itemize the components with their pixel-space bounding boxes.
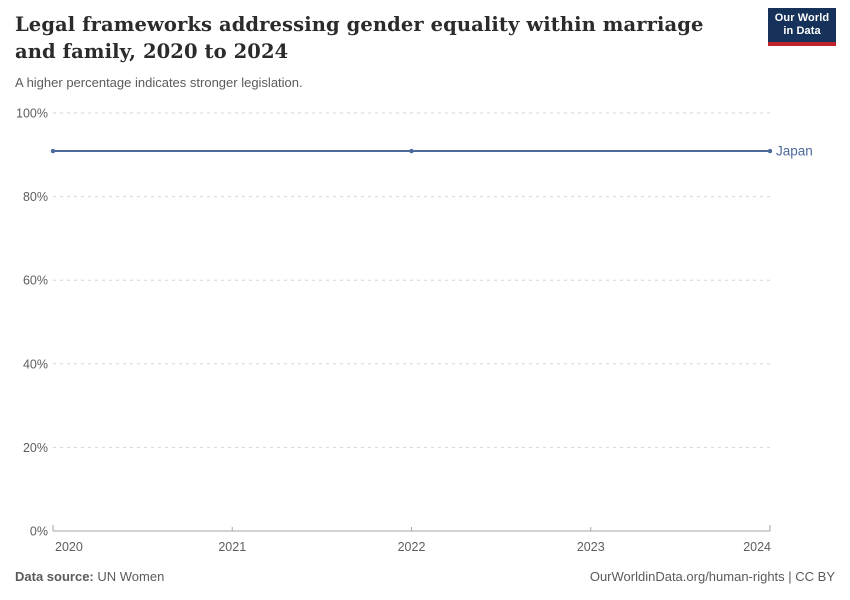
data-source-label: Data source: — [15, 569, 94, 584]
x-axis-tick-label-2023: 2023 — [577, 540, 605, 554]
y-axis-tick-label-0: 0% — [30, 525, 48, 539]
x-axis-tick-label-2022: 2022 — [398, 540, 426, 554]
y-axis-tick-label-80: 80% — [23, 190, 48, 204]
data-source-note: Data source: UN Women — [15, 569, 164, 584]
x-axis-tick-label-2024: 2024 — [743, 540, 771, 554]
data-source-value: UN Women — [93, 569, 165, 584]
y-axis-tick-label-40: 40% — [23, 357, 48, 371]
series-label-japan[interactable]: Japan — [776, 144, 813, 159]
y-axis-tick-label-20: 20% — [23, 441, 48, 455]
chart-title: Legal frameworks addressing gender equal… — [15, 13, 704, 63]
chart-subtitle: A higher percentage indicates stronger l… — [15, 75, 303, 90]
owid-logo[interactable]: Our World in Data — [768, 8, 836, 46]
data-point-japan-2024 — [767, 148, 773, 154]
license-link[interactable]: OurWorldinData.org/human-rights | CC BY — [589, 569, 835, 584]
y-axis-tick-label-60: 60% — [23, 274, 48, 288]
data-point-japan-2022 — [409, 148, 414, 154]
data-point-japan-2020 — [50, 148, 56, 154]
x-axis-tick-label-2020: 2020 — [55, 540, 83, 554]
y-axis-tick-label-100: 100% — [16, 107, 48, 121]
owid-logo-line2: in Data — [783, 25, 821, 37]
owid-logo-line1: Our World — [774, 12, 830, 24]
x-axis-tick-label-2021: 2021 — [218, 540, 246, 554]
